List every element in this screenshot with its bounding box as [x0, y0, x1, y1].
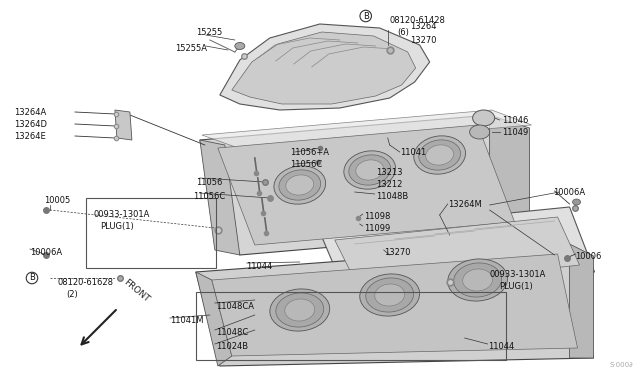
Text: 11048C: 11048C — [216, 328, 248, 337]
Text: 11044: 11044 — [246, 262, 272, 271]
Ellipse shape — [365, 278, 413, 312]
Ellipse shape — [356, 160, 383, 180]
Text: B: B — [363, 12, 369, 20]
Text: 13264M: 13264M — [447, 200, 481, 209]
Text: 11048CA: 11048CA — [216, 302, 254, 311]
Text: 11098: 11098 — [364, 212, 390, 221]
Polygon shape — [202, 110, 532, 150]
Polygon shape — [196, 272, 232, 366]
Ellipse shape — [573, 199, 580, 205]
Text: (6): (6) — [397, 28, 410, 37]
Text: 13270: 13270 — [384, 248, 410, 257]
Text: 11099: 11099 — [364, 224, 390, 233]
Text: 11044: 11044 — [488, 342, 514, 351]
Text: 11049: 11049 — [502, 128, 528, 137]
Text: 00933-1301A: 00933-1301A — [94, 210, 150, 219]
Text: B: B — [29, 273, 35, 282]
Text: 13264: 13264 — [410, 22, 436, 31]
Text: 11024B: 11024B — [216, 342, 248, 351]
Text: 11056: 11056 — [196, 178, 222, 187]
Polygon shape — [232, 32, 415, 104]
Text: 11056C: 11056C — [193, 192, 225, 201]
Text: 11056C: 11056C — [290, 160, 322, 169]
Text: 11041: 11041 — [400, 148, 426, 157]
Text: 10005: 10005 — [44, 196, 70, 205]
Text: 15255A: 15255A — [175, 44, 207, 53]
Polygon shape — [570, 244, 593, 358]
Ellipse shape — [286, 175, 314, 195]
Ellipse shape — [344, 151, 396, 189]
Text: 08120-61628: 08120-61628 — [58, 278, 114, 287]
Text: 08120-61428: 08120-61428 — [390, 16, 445, 25]
Ellipse shape — [426, 145, 454, 165]
Text: 10006A: 10006A — [30, 248, 62, 257]
Ellipse shape — [414, 136, 465, 174]
Text: 13264D: 13264D — [14, 120, 47, 129]
Ellipse shape — [360, 274, 420, 316]
Text: 13212: 13212 — [376, 180, 402, 189]
Ellipse shape — [276, 293, 324, 327]
Polygon shape — [320, 207, 595, 298]
Text: FRONT: FRONT — [122, 278, 151, 304]
Ellipse shape — [448, 259, 508, 301]
Text: 10006A: 10006A — [554, 188, 586, 197]
Bar — [86, 198, 216, 268]
Ellipse shape — [472, 110, 495, 126]
Polygon shape — [218, 125, 515, 245]
Ellipse shape — [285, 299, 315, 321]
Ellipse shape — [270, 289, 330, 331]
Text: PLUG(1): PLUG(1) — [500, 282, 533, 291]
Text: 10006: 10006 — [575, 252, 602, 261]
Text: 11041M: 11041M — [170, 316, 204, 325]
Text: (2): (2) — [66, 290, 77, 299]
Bar — [196, 292, 506, 360]
Ellipse shape — [419, 140, 461, 170]
Text: 13270: 13270 — [410, 36, 436, 45]
Text: 11048B: 11048B — [376, 192, 408, 201]
Polygon shape — [196, 244, 593, 366]
Polygon shape — [200, 140, 240, 255]
Polygon shape — [220, 24, 429, 110]
Ellipse shape — [454, 263, 502, 297]
Text: 11056+A: 11056+A — [290, 148, 329, 157]
Polygon shape — [335, 217, 580, 290]
Text: 11046: 11046 — [502, 116, 528, 125]
Polygon shape — [115, 110, 132, 140]
Ellipse shape — [349, 155, 390, 185]
Ellipse shape — [463, 269, 493, 291]
Text: 13264A: 13264A — [14, 108, 46, 117]
Ellipse shape — [375, 284, 404, 306]
Polygon shape — [200, 115, 529, 255]
Text: PLUG(1): PLUG(1) — [100, 222, 134, 231]
Text: 00933-1301A: 00933-1301A — [490, 270, 546, 279]
Text: 13264E: 13264E — [14, 132, 45, 141]
Polygon shape — [490, 115, 529, 230]
Text: 13213: 13213 — [376, 168, 402, 177]
Ellipse shape — [279, 170, 321, 200]
Polygon shape — [212, 254, 577, 356]
Ellipse shape — [274, 166, 326, 204]
Text: S·000∂: S·000∂ — [609, 362, 633, 368]
Ellipse shape — [235, 42, 245, 49]
Text: 15255: 15255 — [196, 28, 222, 37]
Ellipse shape — [470, 125, 490, 139]
